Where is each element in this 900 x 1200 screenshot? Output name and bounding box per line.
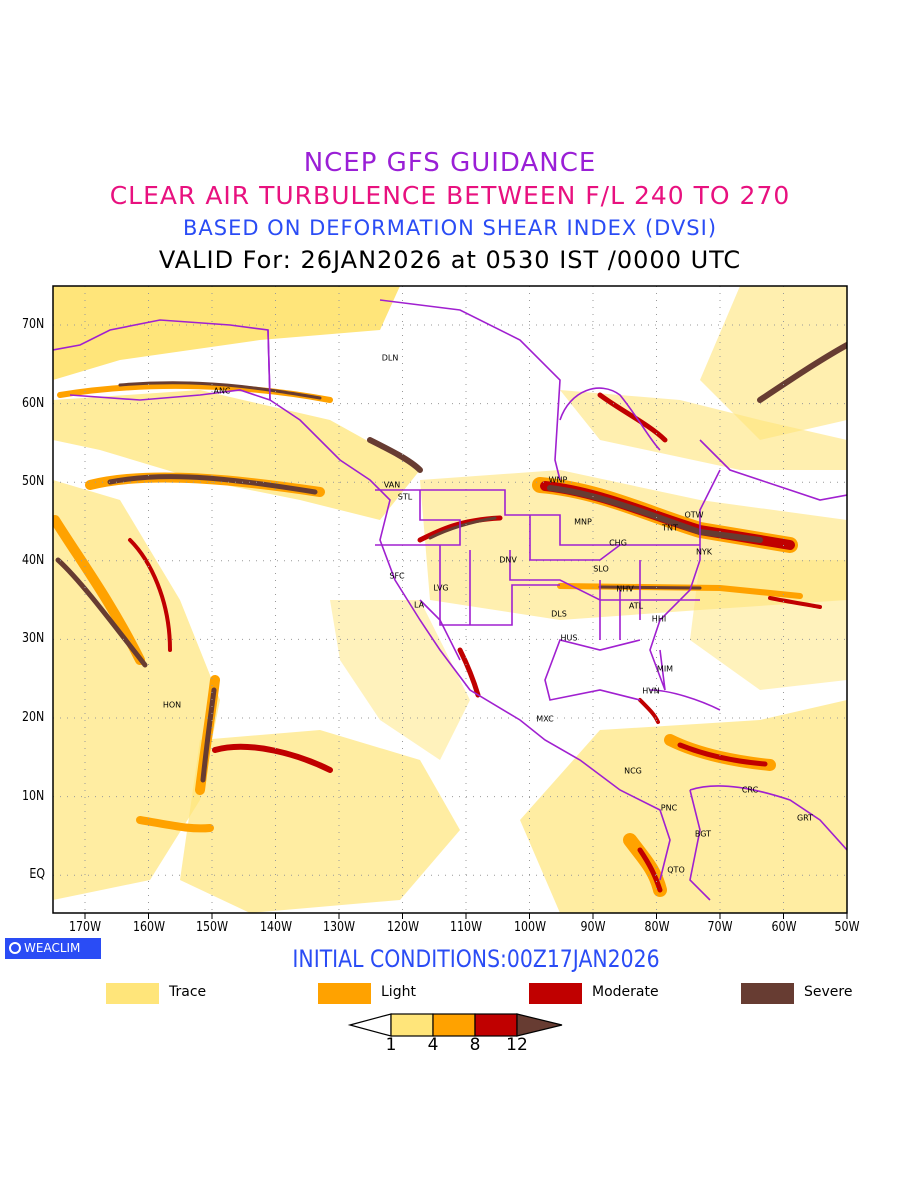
title-product: NCEP GFS GUIDANCE bbox=[303, 148, 597, 178]
legend-swatch bbox=[318, 983, 371, 1004]
lon-label: 100W bbox=[513, 920, 546, 935]
legend-label: Moderate bbox=[592, 984, 659, 1000]
logo-text: WEACLIM bbox=[24, 941, 81, 955]
colorbar-moderate bbox=[474, 1013, 518, 1037]
lat-label: EQ bbox=[28, 867, 45, 883]
lon-label: 60W bbox=[771, 920, 796, 935]
lon-label: 110W bbox=[449, 920, 483, 935]
turbulence-bands bbox=[53, 342, 847, 897]
lat-label: 70N bbox=[21, 317, 45, 332]
city-label-stl: STL bbox=[397, 492, 413, 502]
city-label-wnp: WNP bbox=[548, 475, 568, 485]
city-label-la: LA bbox=[413, 600, 425, 610]
city-label-slo: SLO bbox=[593, 564, 609, 574]
lon-label: 160W bbox=[132, 920, 165, 935]
title-valid-time: VALID For: 26JAN2026 at 0530 IST /0000 U… bbox=[158, 246, 742, 274]
city-label-mnp: MNP bbox=[574, 517, 592, 527]
lat-label: 50N bbox=[21, 474, 45, 490]
city-label-hhi: HHI bbox=[651, 614, 667, 624]
city-label-tnt: TNT bbox=[662, 523, 678, 533]
colorbar-low-arrow bbox=[347, 1013, 392, 1037]
city-label-nyk: NYK bbox=[695, 547, 713, 557]
colorbar-tick: 8 bbox=[469, 1035, 481, 1055]
lon-label: 120W bbox=[386, 920, 419, 935]
city-label-chg: CHG bbox=[609, 538, 627, 548]
copyright-icon bbox=[9, 942, 21, 954]
city-label-bgt: BGT bbox=[694, 829, 712, 839]
city-label-crc: CRC bbox=[741, 785, 759, 795]
city-label-van: VAN bbox=[383, 480, 401, 490]
city-label-dln: DLN bbox=[381, 353, 399, 363]
city-label-mim: MIM bbox=[656, 664, 674, 674]
lon-label: 70W bbox=[707, 920, 733, 935]
city-label-ncg: NCG bbox=[624, 766, 642, 776]
colorbar-tick: 1 bbox=[385, 1035, 397, 1055]
colorbar-tick: 4 bbox=[427, 1035, 439, 1055]
title-parameter: CLEAR AIR TURBULENCE BETWEEN F/L 240 TO … bbox=[109, 181, 791, 210]
city-label-pnc: PNC bbox=[660, 803, 678, 813]
city-label-qto: QTO bbox=[667, 865, 685, 875]
lat-label: 60N bbox=[21, 395, 45, 411]
city-label-hon: HON bbox=[162, 700, 182, 710]
colorbar-severe-arrow bbox=[516, 1013, 563, 1037]
lat-label: 30N bbox=[21, 631, 45, 647]
city-label-nhv: NHV bbox=[616, 584, 634, 594]
legend-label: Severe bbox=[804, 984, 853, 1000]
city-label-dnv: DNV bbox=[499, 555, 517, 565]
city-label-sfc: SFC bbox=[389, 571, 405, 581]
city-label-anc: ANC bbox=[213, 386, 231, 396]
legend-label: Trace bbox=[169, 984, 207, 1000]
colorbar-tick: 12 bbox=[506, 1035, 528, 1055]
lat-label: 20N bbox=[21, 710, 45, 725]
lon-label: 90W bbox=[580, 920, 606, 935]
lat-label: 10N bbox=[21, 788, 45, 804]
city-label-hus: HUS bbox=[560, 633, 578, 643]
lon-label: 140W bbox=[259, 920, 292, 935]
lon-label: 80W bbox=[644, 920, 669, 935]
city-label-atl: ATL bbox=[628, 601, 644, 611]
lat-label: 40N bbox=[21, 552, 45, 568]
lon-label: 170W bbox=[68, 920, 102, 935]
title-method: BASED ON DEFORMATION SHEAR INDEX (DVSI) bbox=[182, 216, 718, 240]
weaclim-logo: WEACLIM bbox=[5, 938, 101, 959]
colorbar-trace bbox=[390, 1013, 434, 1037]
lon-label: 150W bbox=[195, 920, 229, 935]
coastlines-borders bbox=[53, 299, 847, 901]
colorbar-light bbox=[432, 1013, 476, 1037]
legend-swatch bbox=[529, 983, 582, 1004]
colorbar bbox=[347, 1013, 563, 1037]
city-label-grt: GRT bbox=[796, 813, 814, 823]
city-label-otw: OTW bbox=[684, 510, 704, 520]
city-label-mxc: MXC bbox=[536, 714, 554, 724]
city-label-dls: DLS bbox=[551, 609, 567, 619]
city-label-lvg: LVG bbox=[433, 583, 449, 593]
legend-label: Light bbox=[381, 984, 416, 1000]
legend-swatch bbox=[106, 983, 159, 1004]
map-frame bbox=[52, 285, 848, 914]
lon-label: 130W bbox=[322, 920, 356, 935]
legend-swatch bbox=[741, 983, 794, 1004]
city-label-hvn: HVN bbox=[642, 686, 660, 696]
lon-label: 50W bbox=[834, 920, 860, 935]
initial-conditions: INITIAL CONDITIONS:00Z17JAN2026 bbox=[292, 945, 660, 973]
